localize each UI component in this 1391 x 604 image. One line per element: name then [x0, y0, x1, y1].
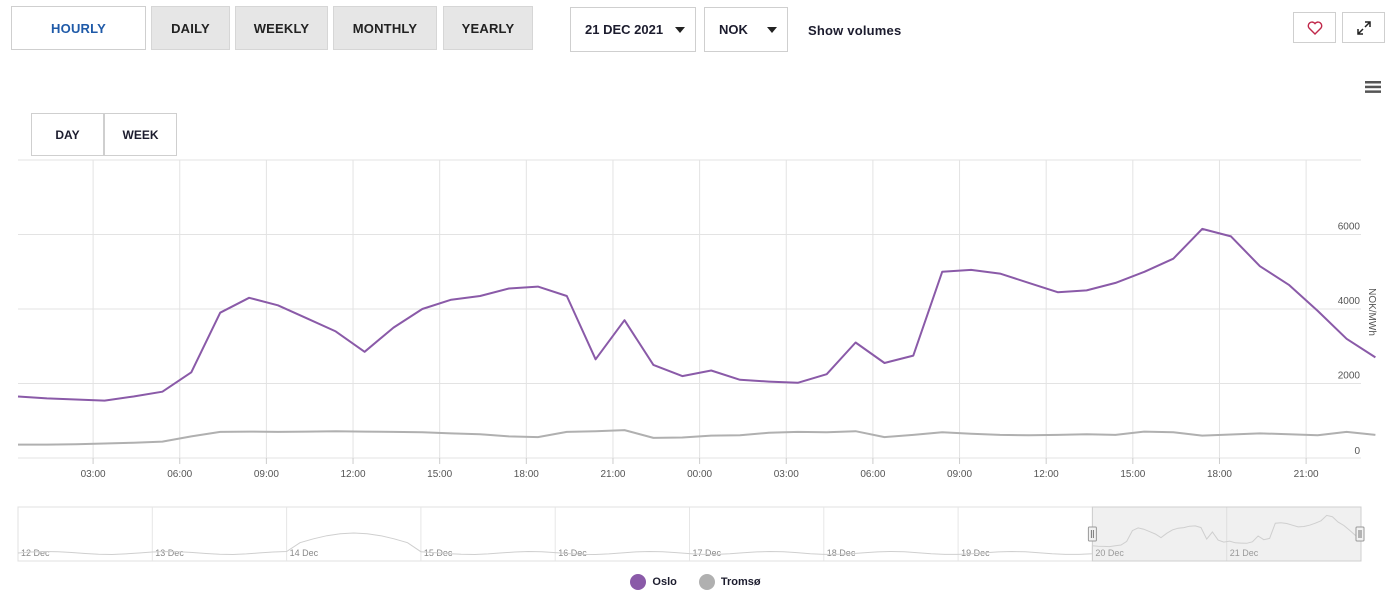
- series-line-oslo: [17, 227, 1376, 402]
- chevron-down-icon: [767, 27, 777, 33]
- heart-icon: [1307, 20, 1322, 35]
- navigator-label: 17 Dec: [693, 548, 722, 558]
- date-select[interactable]: 21 DEC 2021: [570, 7, 696, 52]
- navigator-label: 14 Dec: [290, 548, 319, 558]
- x-tick-label: 09:00: [947, 469, 972, 480]
- series-line-tromso: [18, 429, 1376, 446]
- navigator-label: 16 Dec: [558, 548, 587, 558]
- x-tick-label: 21:00: [600, 469, 625, 480]
- legend-label-tromso: Tromsø: [720, 576, 761, 588]
- x-tick-label: 03:00: [81, 469, 106, 480]
- navigator-label: 13 Dec: [155, 548, 184, 558]
- x-tick-label: 12:00: [1034, 469, 1059, 480]
- range-button-week[interactable]: WEEK: [104, 113, 177, 156]
- legend-item-tromso[interactable]: Tromsø: [698, 574, 761, 590]
- currency-select[interactable]: NOK: [704, 7, 788, 52]
- navigator[interactable]: 12 Dec 13 Dec 14 Dec 15 Dec 16 Dec 17 Dec 18 D…: [17, 506, 1365, 562]
- favorite-button[interactable]: [1293, 12, 1336, 43]
- chart-menu-button[interactable]: [1364, 80, 1384, 96]
- price-chart: 03:00 06:00 09:00 12:00 15:00 18:00 21:00 00:00…: [17, 159, 1377, 562]
- x-tick-label: 06:00: [860, 469, 885, 480]
- legend-label-oslo: Oslo: [652, 576, 677, 588]
- y-tick-label: 0: [1354, 446, 1360, 457]
- period-tab-daily[interactable]: DAILY: [151, 6, 230, 50]
- navigator-label: 20 Dec: [1095, 548, 1124, 558]
- date-select-value: 21 DEC 2021: [585, 22, 664, 37]
- period-tab-monthly[interactable]: MONTHLY: [333, 6, 437, 50]
- show-volumes-toggle[interactable]: Show volumes: [808, 22, 902, 38]
- y-tick-label: 4000: [1338, 296, 1361, 307]
- navigator-selection[interactable]: [1091, 506, 1362, 562]
- x-tick-label: 09:00: [254, 469, 279, 480]
- y-axis-ticks: 0 2000 4000 6000: [1338, 222, 1361, 458]
- x-tick-label: 06:00: [167, 469, 192, 480]
- legend-dot-tromso: [698, 574, 715, 590]
- chart-series: [17, 227, 1376, 446]
- x-tick-label: 03:00: [774, 469, 799, 480]
- chart-grid: [18, 159, 1361, 459]
- navigator-handle-left[interactable]: [1087, 526, 1097, 542]
- fullscreen-button[interactable]: [1342, 12, 1385, 43]
- range-button-day[interactable]: DAY: [31, 113, 104, 156]
- expand-icon: [1356, 20, 1371, 35]
- x-tick-label: 12:00: [341, 469, 366, 480]
- x-tick-label: 18:00: [1207, 469, 1232, 480]
- x-axis-ticks: 03:00 06:00 09:00 12:00 15:00 18:00 21:00 00:00…: [81, 458, 1319, 480]
- y-tick-label: 6000: [1338, 222, 1361, 233]
- legend-dot-oslo: [630, 574, 647, 590]
- navigator-label: 21 Dec: [1230, 548, 1259, 558]
- x-tick-label: 15:00: [427, 469, 452, 480]
- chevron-down-icon: [675, 27, 685, 33]
- legend-item-oslo[interactable]: Oslo: [630, 574, 677, 590]
- x-tick-label: 18:00: [514, 469, 539, 480]
- x-tick-label: 00:00: [687, 469, 712, 480]
- currency-select-value: NOK: [719, 22, 748, 37]
- period-tab-weekly[interactable]: WEEKLY: [235, 6, 328, 50]
- navigator-label: 12 Dec: [21, 548, 50, 558]
- chart-legend: Oslo Tromsø: [0, 574, 1391, 590]
- y-axis-label: NOK/MWh: [1366, 288, 1377, 336]
- x-tick-label: 15:00: [1120, 469, 1145, 480]
- navigator-label: 18 Dec: [827, 548, 856, 558]
- y-tick-label: 2000: [1338, 371, 1361, 382]
- period-tab-yearly[interactable]: YEARLY: [443, 6, 533, 50]
- hamburger-icon: [1365, 81, 1381, 93]
- x-tick-label: 21:00: [1294, 469, 1319, 480]
- period-tab-hourly[interactable]: HOURLY: [11, 6, 146, 50]
- navigator-series: [17, 514, 1362, 556]
- navigator-handle-right[interactable]: [1355, 526, 1365, 542]
